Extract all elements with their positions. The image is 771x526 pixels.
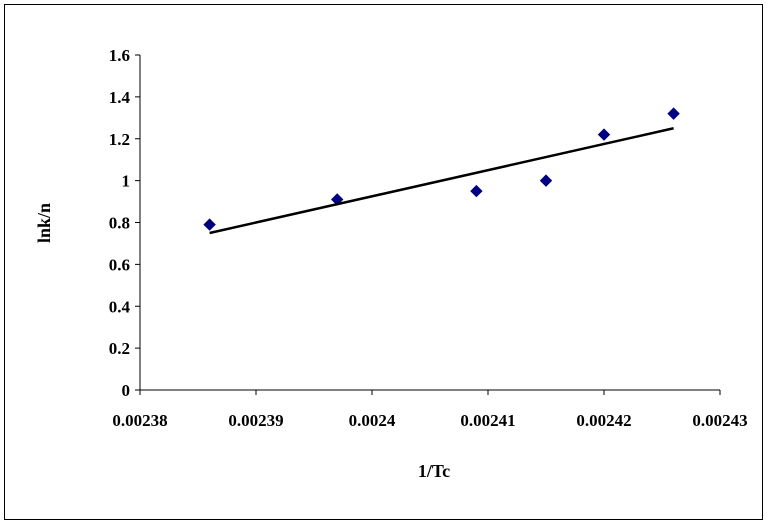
data-point (203, 218, 216, 231)
y-tick-label: 0.6 (109, 255, 130, 274)
data-point (539, 174, 553, 187)
x-tick-label: 0.00243 (692, 411, 747, 430)
x-tick-label: 0.00239 (228, 411, 283, 430)
y-tick-label: 1.2 (109, 130, 130, 149)
y-axis-title: lnk/n (34, 203, 54, 243)
y-tick-label: 0.8 (109, 214, 130, 233)
y-tick-label: 0.4 (109, 297, 131, 316)
x-tick-label: 0.00242 (576, 411, 631, 430)
y-tick-label: 1.6 (109, 46, 130, 65)
y-tick-label: 1.4 (109, 88, 131, 107)
y-tick-label: 1 (122, 172, 131, 191)
x-tick-label: 0.00238 (112, 411, 167, 430)
x-tick-label: 0.0024 (349, 411, 396, 430)
chart-frame (4, 4, 763, 520)
y-tick-label: 0 (122, 381, 131, 400)
data-point (667, 107, 680, 120)
trend-line (209, 127, 674, 235)
y-tick-label: 0.2 (109, 339, 130, 358)
data-point (470, 184, 483, 198)
x-tick-label: 0.00241 (460, 411, 515, 430)
x-axis-title: 1/Tc (418, 461, 450, 481)
data-point (597, 128, 611, 141)
plot-area: 0 0.2 0.4 0.6 0.8 1 1.2 1.4 1.6 0.00238 0.00239 0.0… (109, 46, 748, 430)
